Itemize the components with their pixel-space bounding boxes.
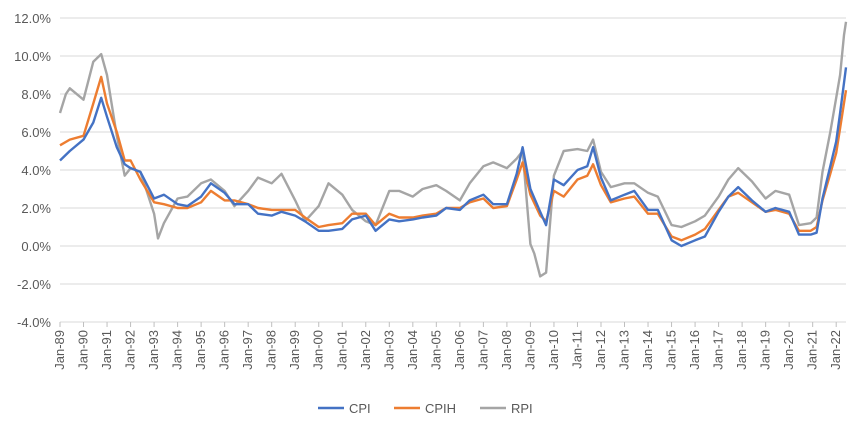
series-lines — [58, 21, 848, 278]
legend: CPI CPIH RPI — [318, 401, 533, 416]
x-tick-label: Jan-95 — [193, 330, 208, 370]
x-tick-label: Jan-97 — [240, 330, 255, 370]
series-line-cpi — [59, 67, 848, 248]
x-tick-label: Jan-89 — [52, 330, 67, 370]
x-tick-label: Jan-96 — [217, 330, 232, 370]
x-tick-label: Jan-92 — [123, 330, 138, 370]
y-tick-label: 0.0% — [21, 239, 51, 254]
x-tick-label: Jan-04 — [405, 330, 420, 370]
x-tick-label: Jan-12 — [593, 330, 608, 370]
gridlines — [60, 17, 846, 323]
legend-label-cpi: CPI — [349, 401, 371, 416]
legend-label-rpi: RPI — [511, 401, 533, 416]
y-tick-label: -2.0% — [17, 277, 51, 292]
x-tick-label: Jan-99 — [287, 330, 302, 370]
x-tick-label: Jan-13 — [617, 330, 632, 370]
x-axis: Jan-89 Jan-90 Jan-91 Jan-92 Jan-93 Jan-94 Jan-… — [52, 322, 843, 370]
x-tick-label: Jan-08 — [499, 330, 514, 370]
x-tick-label: Jan-07 — [475, 330, 490, 370]
series-line-rpi — [58, 21, 848, 278]
x-tick-label: Jan-16 — [687, 330, 702, 370]
y-tick-label: 10.0% — [14, 49, 51, 64]
x-tick-label: Jan-05 — [428, 330, 443, 370]
x-tick-label: Jan-93 — [146, 330, 161, 370]
x-tick-label: Jan-01 — [334, 330, 349, 370]
x-tick-label: Jan-02 — [358, 330, 373, 370]
x-tick-label: Jan-14 — [640, 330, 655, 370]
x-tick-label: Jan-98 — [264, 330, 279, 370]
y-tick-label: 12.0% — [14, 11, 51, 26]
x-tick-label: Jan-09 — [522, 330, 537, 370]
y-tick-label: 2.0% — [21, 201, 51, 216]
x-tick-label: Jan-03 — [381, 330, 396, 370]
series-line-cpih — [59, 75, 848, 242]
x-tick-label: Jan-22 — [828, 330, 843, 370]
x-tick-label: Jan-11 — [569, 330, 584, 369]
x-tick-label: Jan-06 — [452, 330, 467, 370]
x-tick-label: Jan-19 — [758, 330, 773, 370]
legend-label-cpih: CPIH — [425, 401, 456, 416]
x-tick-label: Jan-15 — [664, 330, 679, 370]
x-tick-label: Jan-00 — [311, 330, 326, 370]
x-tick-label: Jan-18 — [734, 330, 749, 370]
x-tick-label: Jan-17 — [711, 330, 726, 370]
y-tick-label: 6.0% — [21, 125, 51, 140]
x-tick-label: Jan-91 — [99, 330, 114, 370]
y-axis: -4.0% -2.0% 0.0% 2.0% 4.0% 6.0% 8.0% 10.0% 12.0% — [14, 11, 51, 330]
x-tick-label: Jan-10 — [546, 330, 561, 370]
y-tick-label: 4.0% — [21, 163, 51, 178]
y-tick-label: -4.0% — [17, 315, 51, 330]
x-tick-label: Jan-90 — [76, 330, 91, 370]
y-tick-label: 8.0% — [21, 87, 51, 102]
x-tick-label: Jan-21 — [805, 330, 820, 370]
x-tick-label: Jan-20 — [781, 330, 796, 370]
x-tick-label: Jan-94 — [170, 330, 185, 370]
